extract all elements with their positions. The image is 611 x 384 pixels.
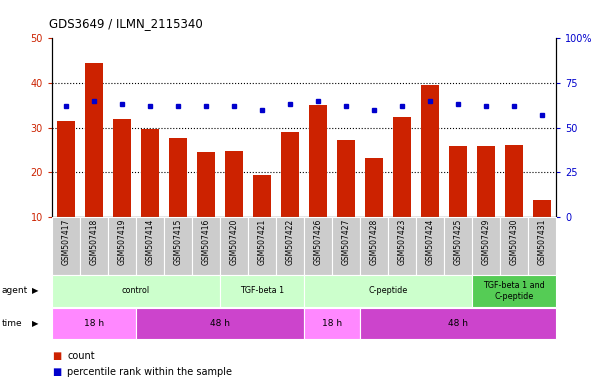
Bar — [472, 217, 500, 275]
Bar — [220, 275, 304, 306]
Text: 48 h: 48 h — [210, 319, 230, 328]
Bar — [276, 217, 304, 275]
Bar — [365, 158, 383, 217]
Text: TGF-beta 1 and
C-peptide: TGF-beta 1 and C-peptide — [483, 281, 545, 301]
Bar — [304, 275, 472, 306]
Text: GSM507417: GSM507417 — [62, 219, 70, 265]
Bar — [444, 217, 472, 275]
Bar — [304, 217, 332, 275]
Text: GSM507416: GSM507416 — [202, 219, 210, 265]
Bar — [393, 116, 411, 217]
Text: GSM507420: GSM507420 — [230, 219, 238, 265]
Text: GSM507415: GSM507415 — [174, 219, 183, 265]
Text: ▶: ▶ — [32, 319, 38, 328]
Text: C-peptide: C-peptide — [368, 286, 408, 295]
Text: TGF-beta 1: TGF-beta 1 — [240, 286, 284, 295]
Bar — [136, 308, 304, 339]
Text: 48 h: 48 h — [448, 319, 468, 328]
Bar — [253, 175, 271, 217]
Text: count: count — [67, 351, 95, 361]
Text: ■: ■ — [52, 367, 61, 377]
Bar — [500, 217, 528, 275]
Bar — [332, 217, 360, 275]
Text: ▶: ▶ — [32, 286, 38, 295]
Bar — [281, 132, 299, 217]
Bar — [309, 105, 327, 217]
Text: GSM507423: GSM507423 — [398, 219, 406, 265]
Text: GSM507429: GSM507429 — [481, 219, 491, 265]
Bar — [449, 146, 467, 217]
Bar — [197, 152, 215, 217]
Text: control: control — [122, 286, 150, 295]
Bar — [360, 217, 388, 275]
Bar — [360, 308, 556, 339]
Text: GSM507430: GSM507430 — [510, 219, 519, 265]
Bar — [192, 217, 220, 275]
Text: 18 h: 18 h — [84, 319, 104, 328]
Bar — [52, 275, 220, 306]
Bar — [477, 146, 495, 217]
Bar — [169, 137, 187, 217]
Text: GSM507426: GSM507426 — [313, 219, 323, 265]
Text: percentile rank within the sample: percentile rank within the sample — [67, 367, 232, 377]
Bar — [80, 217, 108, 275]
Bar — [225, 151, 243, 217]
Bar — [416, 217, 444, 275]
Text: GSM507414: GSM507414 — [145, 219, 155, 265]
Bar — [57, 121, 75, 217]
Bar — [52, 217, 80, 275]
Bar — [472, 275, 556, 306]
Bar — [304, 308, 360, 339]
Text: GSM507419: GSM507419 — [117, 219, 126, 265]
Text: GDS3649 / ILMN_2115340: GDS3649 / ILMN_2115340 — [49, 17, 203, 30]
Bar — [421, 85, 439, 217]
Text: GSM507418: GSM507418 — [89, 219, 98, 265]
Bar — [113, 119, 131, 217]
Bar — [533, 200, 551, 217]
Text: GSM507428: GSM507428 — [370, 219, 378, 265]
Text: GSM507427: GSM507427 — [342, 219, 351, 265]
Bar — [108, 217, 136, 275]
Bar — [136, 217, 164, 275]
Text: 18 h: 18 h — [322, 319, 342, 328]
Text: GSM507424: GSM507424 — [425, 219, 434, 265]
Text: GSM507421: GSM507421 — [257, 219, 266, 265]
Text: GSM507431: GSM507431 — [538, 219, 546, 265]
Bar — [388, 217, 416, 275]
Bar — [220, 217, 248, 275]
Bar — [528, 217, 556, 275]
Text: agent: agent — [2, 286, 28, 295]
Bar — [337, 140, 355, 217]
Text: ■: ■ — [52, 351, 61, 361]
Text: time: time — [2, 319, 23, 328]
Bar — [141, 129, 159, 217]
Bar — [85, 63, 103, 217]
Bar — [52, 308, 136, 339]
Text: GSM507425: GSM507425 — [453, 219, 463, 265]
Bar — [248, 217, 276, 275]
Bar — [505, 145, 523, 217]
Bar — [164, 217, 192, 275]
Text: GSM507422: GSM507422 — [285, 219, 295, 265]
